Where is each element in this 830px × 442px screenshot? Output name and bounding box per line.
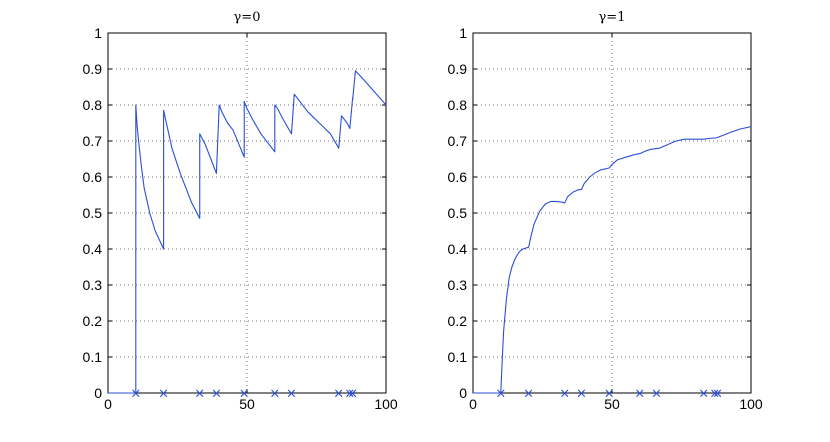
x-tick-label: 0 — [469, 396, 477, 412]
event-marker: × — [495, 387, 506, 402]
event-marker: × — [333, 387, 344, 402]
event-marker: × — [211, 387, 222, 402]
y-tick-label: 0.1 — [448, 349, 468, 365]
event-marker: × — [158, 387, 169, 402]
event-marker: × — [344, 387, 355, 402]
event-marker: × — [286, 387, 297, 402]
y-tick-label: 1 — [459, 25, 467, 41]
event-marker: × — [347, 387, 358, 402]
event-marker: × — [269, 387, 280, 402]
event-marker: × — [194, 387, 205, 402]
y-tick-label: 0.4 — [448, 241, 468, 257]
event-marker: × — [559, 387, 570, 402]
y-tick-label: 0.3 — [83, 277, 103, 293]
x-tick-label: 100 — [374, 396, 398, 412]
x-tick-label: 50 — [604, 396, 620, 412]
chart-title: γ=1 — [599, 10, 626, 25]
event-marker: × — [634, 387, 645, 402]
x-tick-label: 100 — [739, 396, 763, 412]
y-tick-label: 0.6 — [83, 169, 103, 185]
y-tick-label: 0.7 — [448, 133, 468, 149]
y-tick-label: 0.2 — [83, 313, 103, 329]
y-tick-label: 0.2 — [448, 313, 468, 329]
y-tick-label: 0.4 — [83, 241, 103, 257]
event-marker: × — [604, 387, 615, 402]
series-line — [108, 70, 387, 394]
y-tick-label: 0.9 — [83, 61, 103, 77]
event-marker: × — [576, 387, 587, 402]
y-tick-label: 0.7 — [83, 133, 103, 149]
y-tick-label: 0.8 — [448, 97, 468, 113]
y-tick-label: 1 — [94, 25, 102, 41]
series-line — [473, 126, 752, 394]
y-tick-label: 0.9 — [448, 61, 468, 77]
event-marker: × — [239, 387, 250, 402]
event-marker: × — [651, 387, 662, 402]
y-tick-label: 0 — [459, 385, 467, 401]
x-tick-label: 50 — [239, 396, 255, 412]
y-tick-label: 0.6 — [448, 169, 468, 185]
y-tick-label: 0.3 — [448, 277, 468, 293]
event-marker: × — [709, 387, 720, 402]
event-marker: × — [712, 387, 723, 402]
y-tick-label: 0 — [94, 385, 102, 401]
y-tick-label: 0.1 — [83, 349, 103, 365]
y-tick-label: 0.8 — [83, 97, 103, 113]
event-marker: × — [523, 387, 534, 402]
y-tick-label: 0.5 — [448, 205, 468, 221]
event-marker: × — [130, 387, 141, 402]
event-marker: × — [698, 387, 709, 402]
x-tick-label: 0 — [104, 396, 112, 412]
y-tick-label: 0.5 — [83, 205, 103, 221]
chart-title: γ=0 — [234, 10, 261, 25]
